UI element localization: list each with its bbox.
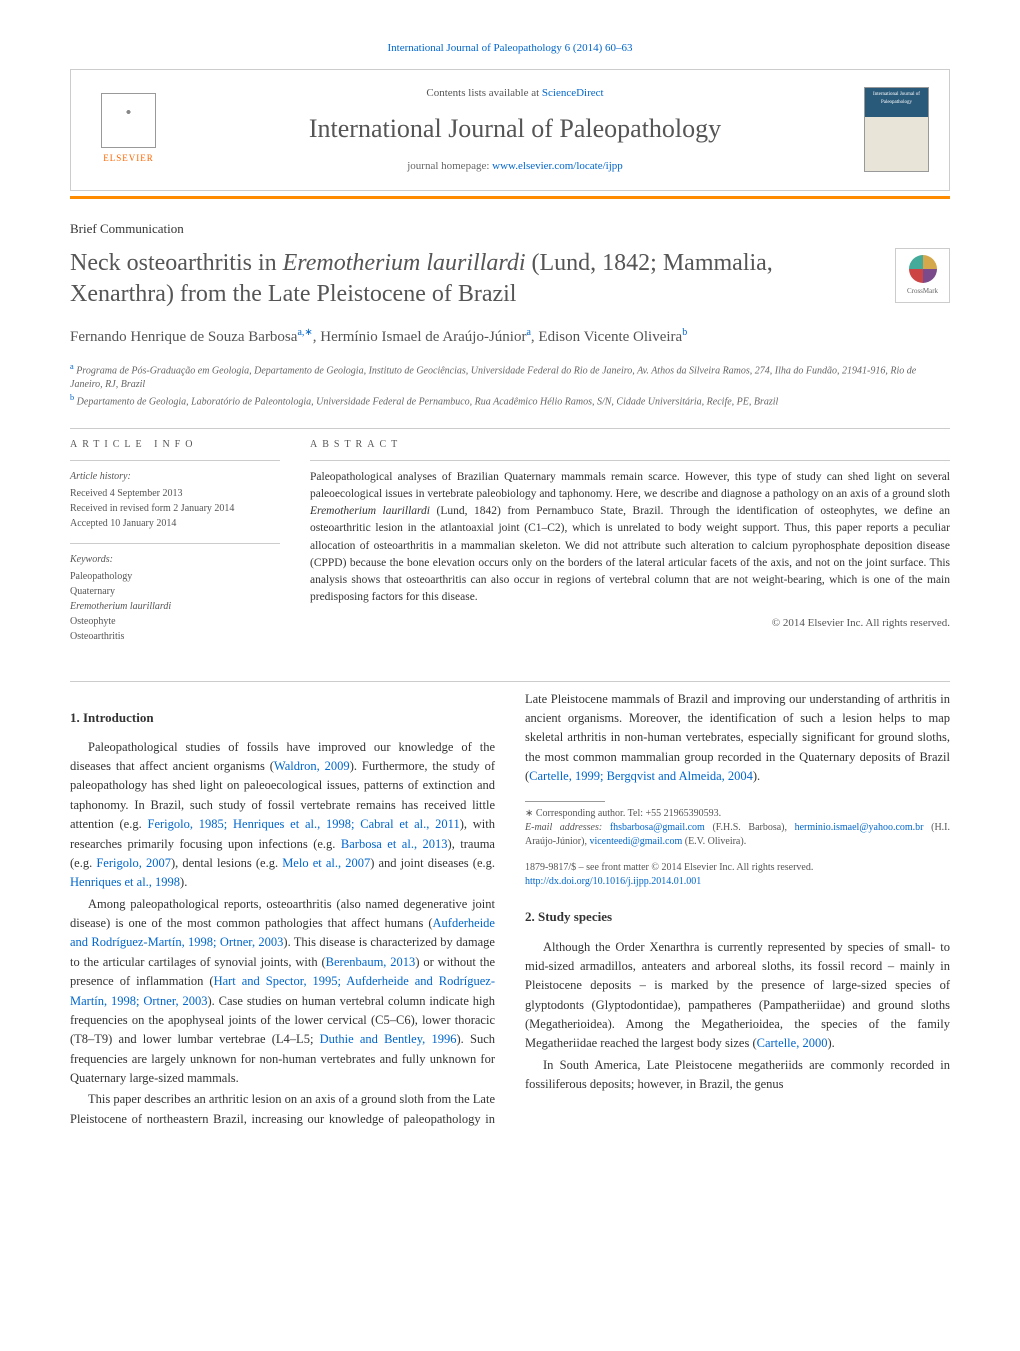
journal-homepage: journal homepage: www.elsevier.com/locat…	[186, 158, 844, 175]
citation-link[interactable]: International Journal of Paleopathology …	[387, 42, 632, 54]
body-text: 1. Introduction Paleopathological studie…	[70, 690, 950, 1130]
divider	[70, 428, 950, 429]
citation-link[interactable]: Duthie and Bentley, 1996	[320, 1032, 457, 1046]
citation-link[interactable]: Ferigolo, 1985; Henriques et al., 1998; …	[148, 817, 460, 831]
orange-divider	[70, 196, 950, 199]
corresponding-author: ∗ Corresponding author. Tel: +55 2196539…	[525, 807, 950, 821]
elsevier-label: ELSEVIER	[103, 152, 154, 166]
footnote-divider	[525, 801, 605, 802]
keywords-label: Keywords:	[70, 552, 280, 567]
article-info: article info Article history: Received 4…	[70, 437, 280, 656]
history-item: Accepted 10 January 2014	[70, 516, 280, 531]
keyword: Osteoarthritis	[70, 629, 280, 644]
history-label: Article history:	[70, 469, 280, 484]
author: Fernando Henrique de Souza Barbosaa,∗	[70, 329, 313, 345]
history-item: Received 4 September 2013	[70, 486, 280, 501]
keyword: Quaternary	[70, 584, 280, 599]
footer: 1879-9817/$ – see front matter © 2014 El…	[525, 861, 950, 889]
citation-link[interactable]: Berenbaum, 2013	[326, 955, 416, 969]
email-link[interactable]: herminio.ismael@yahoo.com.br	[795, 822, 924, 833]
journal-name: International Journal of Paleopathology	[186, 109, 844, 148]
abstract: abstract Paleopathological analyses of B…	[310, 437, 950, 656]
paragraph: Although the Order Xenarthra is currentl…	[525, 938, 950, 1054]
citation-link[interactable]: Barbosa et al., 2013	[341, 837, 448, 851]
contents-available: Contents lists available at ScienceDirec…	[186, 85, 844, 102]
author: Hermínio Ismael de Araújo-Júniora	[320, 329, 531, 345]
paragraph: Among paleopathological reports, osteoar…	[70, 895, 495, 1089]
homepage-link[interactable]: www.elsevier.com/locate/ijpp	[492, 160, 623, 172]
email-link[interactable]: fhsbarbosa@gmail.com	[610, 822, 705, 833]
sciencedirect-link[interactable]: ScienceDirect	[542, 87, 604, 99]
divider	[70, 681, 950, 682]
issn-line: 1879-9817/$ – see front matter © 2014 El…	[525, 861, 950, 875]
citation-link[interactable]: Melo et al., 2007	[282, 856, 370, 870]
copyright: © 2014 Elsevier Inc. All rights reserved…	[310, 615, 950, 632]
citation-link[interactable]: Cartelle, 2000	[757, 1036, 828, 1050]
keyword: Eremotherium laurillardi	[70, 599, 280, 614]
email-link[interactable]: vicenteedi@gmail.com	[589, 836, 682, 847]
affiliations: a Programa de Pós-Graduação em Geologia,…	[70, 361, 950, 410]
citation-link[interactable]: Henriques et al., 1998	[70, 875, 180, 889]
crossmark-icon	[909, 255, 937, 283]
keyword: Osteophyte	[70, 614, 280, 629]
section-heading: 2. Study species	[525, 907, 950, 927]
author: Edison Vicente Oliveirab	[538, 329, 687, 345]
citation-link[interactable]: Waldron, 2009	[274, 759, 350, 773]
email-addresses: E-mail addresses: fhsbarbosa@gmail.com (…	[525, 821, 950, 849]
history-item: Received in revised form 2 January 2014	[70, 501, 280, 516]
article-info-heading: article info	[70, 437, 280, 452]
top-citation: International Journal of Paleopathology …	[70, 40, 950, 57]
crossmark-badge[interactable]: CrossMark	[895, 248, 950, 303]
doi-link[interactable]: http://dx.doi.org/10.1016/j.ijpp.2014.01…	[525, 876, 701, 887]
authors: Fernando Henrique de Souza Barbosaa,∗, H…	[70, 325, 950, 349]
paragraph: In South America, Late Pleistocene megat…	[525, 1056, 950, 1095]
article-type: Brief Communication	[70, 219, 950, 239]
keyword: Paleopathology	[70, 569, 280, 584]
section-heading: 1. Introduction	[70, 708, 495, 728]
citation-link[interactable]: Ferigolo, 2007	[96, 856, 171, 870]
elsevier-logo: ELSEVIER	[91, 87, 166, 172]
paragraph: Paleopathological studies of fossils hav…	[70, 738, 495, 893]
elsevier-tree-icon	[101, 93, 156, 148]
abstract-heading: abstract	[310, 437, 950, 452]
journal-header: ELSEVIER Contents lists available at Sci…	[70, 69, 950, 191]
abstract-text: Paleopathological analyses of Brazilian …	[310, 469, 950, 607]
journal-cover-thumbnail: International Journal of Paleopathology	[864, 87, 929, 172]
citation-link[interactable]: Cartelle, 1999; Bergqvist and Almeida, 2…	[529, 769, 753, 783]
article-title: Neck osteoarthritis in Eremotherium laur…	[70, 248, 875, 310]
footnotes: ∗ Corresponding author. Tel: +55 2196539…	[525, 807, 950, 849]
